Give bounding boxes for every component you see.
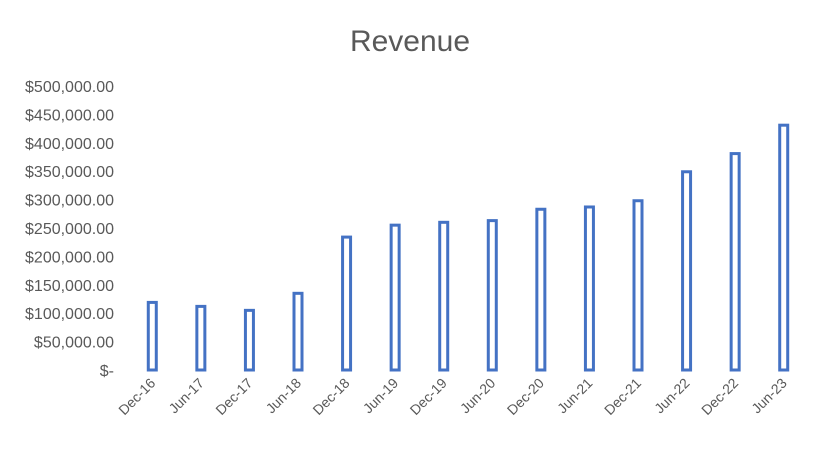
bar (535, 207, 547, 372)
y-tick-label: $350,000.00 (25, 164, 114, 181)
bar (583, 205, 595, 372)
x-tick-label: Dec-16 (115, 375, 158, 418)
y-tick-label: $500,000.00 (25, 79, 114, 96)
x-tick-label: Dec-21 (601, 375, 644, 418)
y-tick-label: $400,000.00 (25, 136, 114, 153)
bar (438, 220, 450, 372)
x-tick-label: Jun-23 (748, 375, 790, 417)
chart-title: Revenue (350, 25, 470, 58)
bar (341, 235, 353, 372)
y-axis: $- $50,000.00 $100,000.00 $150,000.00 $200,0… (25, 79, 114, 380)
y-tick-label: $450,000.00 (25, 107, 114, 124)
x-tick-label: Dec-18 (309, 375, 352, 418)
x-tick-label: Dec-20 (504, 375, 547, 418)
y-tick-label: $200,000.00 (25, 249, 114, 266)
x-tick-label: Jun-20 (457, 375, 499, 417)
bar (292, 291, 304, 372)
bar (389, 223, 401, 372)
x-tick-label: Jun-19 (360, 375, 402, 417)
bar (681, 170, 693, 372)
bar (486, 219, 498, 372)
y-tick-label: $100,000.00 (25, 306, 114, 323)
x-tick-label: Jun-17 (165, 375, 207, 417)
bar (632, 199, 644, 372)
y-tick-label: $300,000.00 (25, 193, 114, 210)
bar (729, 152, 741, 372)
bar (243, 308, 255, 372)
bar (778, 123, 790, 372)
y-tick-label: $250,000.00 (25, 221, 114, 238)
x-tick-label: Dec-22 (698, 375, 741, 418)
x-tick-label: Jun-21 (554, 375, 596, 417)
bar (146, 300, 158, 372)
x-tick-label: Dec-17 (212, 375, 255, 418)
x-axis: Dec-16 Jun-17 Dec-17 Jun-18 Dec-18 Jun-19 Dec-… (115, 375, 790, 418)
bars (146, 123, 790, 372)
x-tick-label: Jun-22 (651, 375, 693, 417)
x-tick-label: Jun-18 (263, 375, 305, 417)
bar (195, 304, 207, 372)
x-tick-label: Dec-19 (407, 375, 450, 418)
y-tick-label: $50,000.00 (34, 335, 114, 352)
y-tick-label: $- (100, 363, 114, 380)
y-tick-label: $150,000.00 (25, 278, 114, 295)
